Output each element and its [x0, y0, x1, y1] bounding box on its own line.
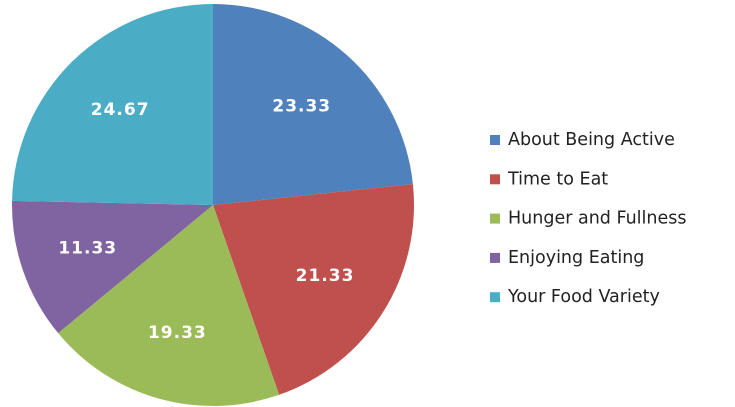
legend-swatch — [490, 252, 500, 263]
data-label: 19.33 — [148, 323, 207, 343]
legend-label: About Being Active — [508, 130, 675, 150]
pie-slice — [12, 4, 214, 205]
legend-label: Enjoying Eating — [508, 248, 644, 268]
pie-slice — [11, 200, 213, 334]
legend-swatch — [490, 213, 500, 224]
data-label: 21.33 — [296, 266, 355, 286]
legend-swatch — [490, 292, 500, 303]
data-label: 24.67 — [91, 100, 150, 120]
data-label: 23.33 — [272, 96, 331, 116]
pie-slice — [213, 183, 414, 395]
legend-label: Time to Eat — [507, 169, 608, 189]
data-label: 11.33 — [58, 239, 117, 259]
legend-label: Hunger and Fullness — [508, 209, 686, 229]
pie-slice — [58, 205, 280, 406]
legend-swatch — [490, 174, 500, 185]
legend-swatch — [490, 135, 500, 145]
pie-slice — [213, 4, 413, 205]
legend-label: Your Food Variety — [507, 287, 660, 307]
